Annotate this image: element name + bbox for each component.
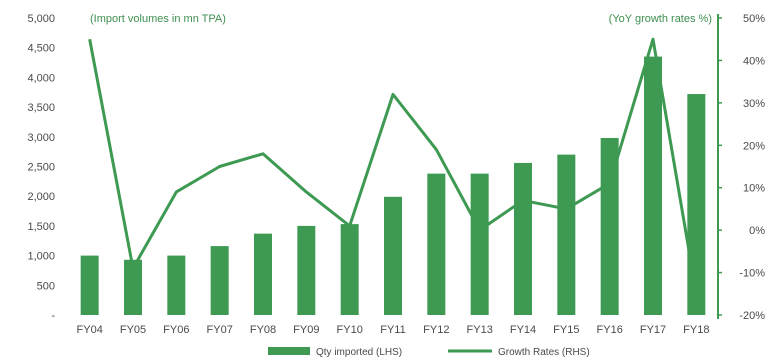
left-tick-label: 2,500 [27,162,55,174]
x-tick-label: FY15 [553,324,579,336]
x-tick-labels: FY04 FY05 FY06 FY07 FY08 FY09 FY10 FY11 FY12 FY13… [77,324,710,336]
left-axis-title: (Import volumes in mn TPA) [90,13,226,25]
right-tick-label: 10% [743,183,765,195]
legend: Qty imported (LHS) Growth Rates (RHS) [268,347,590,358]
bar-fy13 [470,173,489,315]
right-tick-label: 50% [743,13,765,25]
right-tick-labels: -20% -10% 0% 10% 20% 30% 40% 50% [718,13,765,322]
x-tick-label: FY17 [640,324,666,336]
x-tick-label: FY18 [683,324,709,336]
bar-fy06 [167,255,186,315]
right-tick-label: -20% [739,310,765,322]
bar-fy10 [340,224,359,315]
x-tick-label: FY09 [293,324,319,336]
x-tick-label: FY16 [597,324,623,336]
left-tick-label: 3,000 [27,132,55,144]
bar-fy14 [514,162,532,315]
x-tick-label: FY04 [77,324,103,336]
bar-fy08 [254,233,272,315]
x-tick-label: FY08 [250,324,276,336]
right-tick-label: 30% [743,98,765,110]
bar-fy04 [80,255,99,315]
bar-fy16 [600,137,619,315]
bar-fy05 [124,259,142,315]
left-tick-label: 500 [37,280,55,292]
bar-fy11 [384,196,402,315]
bar-fy12 [427,173,446,315]
x-tick-label: FY07 [207,324,233,336]
legend-bar-label: Qty imported (LHS) [316,347,402,358]
x-tick-label: FY11 [380,324,405,336]
x-tick-label: FY05 [120,324,146,336]
legend-line-label: Growth Rates (RHS) [498,347,590,358]
right-tick-label: 40% [743,55,765,67]
left-tick-label: 4,500 [27,43,55,55]
right-tick-label: -10% [739,268,765,280]
right-tick-label: 0% [749,225,765,237]
x-tick-label: FY14 [510,324,536,336]
growth-line-layer [88,37,698,295]
right-tick-label: 20% [743,140,765,152]
left-tick-label: - [51,310,55,322]
x-tick-label: FY06 [163,324,189,336]
x-tick-label: FY13 [467,324,493,336]
x-tick-label: FY10 [337,324,363,336]
left-tick-label: 1,000 [27,251,55,263]
bar-fy09 [297,225,316,315]
right-axis-title: (YoY growth rates %) [609,13,712,25]
bar-fy18 [687,94,706,315]
bar-fy17 [644,56,662,316]
bar-fy07 [210,246,229,315]
left-tick-labels: - 500 1,000 1,500 2,000 2,500 3,000 3,500 4,000 4… [27,13,55,322]
left-tick-label: 2,000 [27,191,55,203]
left-tick-label: 4,000 [27,72,55,84]
left-tick-label: 1,500 [27,221,55,233]
legend-bar-swatch [268,347,310,355]
x-tick-label: FY12 [423,324,449,336]
left-tick-label: 5,000 [27,13,55,25]
left-tick-label: 3,500 [27,102,55,114]
bar-fy15 [557,154,576,315]
